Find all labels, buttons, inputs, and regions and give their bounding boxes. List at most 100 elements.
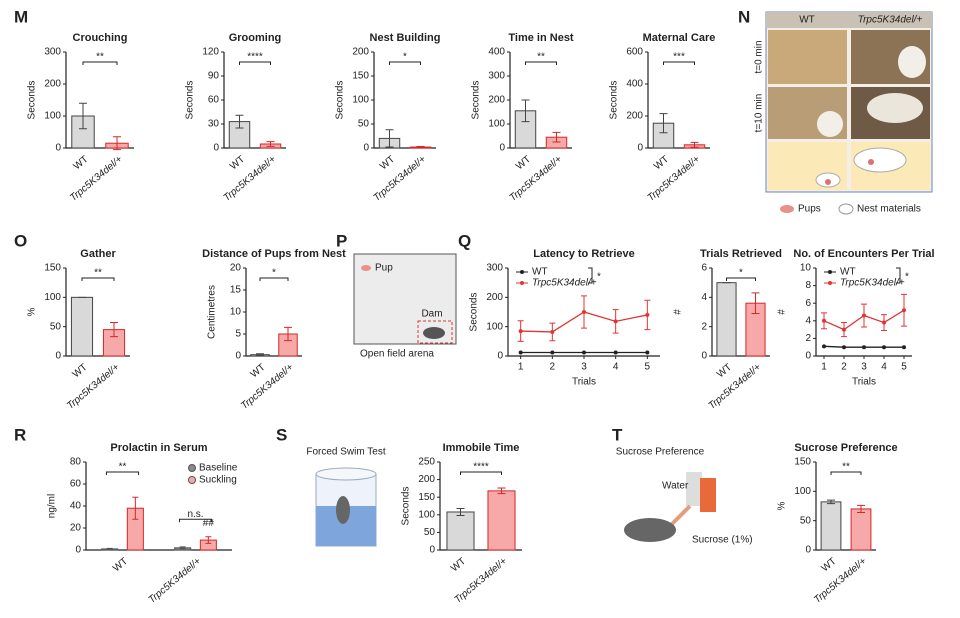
y-tick-label: 200: [418, 474, 435, 485]
significance-bracket: [460, 471, 502, 475]
chart-title: Sucrose Preference: [794, 442, 897, 454]
y-tick-label: 150: [794, 457, 811, 468]
error-bar: [179, 546, 186, 550]
y-tick-label: 100: [486, 321, 503, 332]
significance: ***: [673, 52, 685, 63]
bar: [850, 508, 872, 551]
significance-bracket: [896, 267, 901, 284]
y-tick-label: 100: [794, 486, 811, 497]
y-axis-label: %: [27, 307, 38, 316]
row-label: t=10 min: [754, 94, 765, 133]
water-text: Water: [662, 481, 689, 492]
error-bar: [110, 322, 118, 338]
cylinder-top: [315, 467, 377, 481]
point: [613, 350, 618, 355]
y-tick-label: 0: [55, 351, 61, 362]
bottle: [686, 472, 702, 506]
error-bar: [827, 499, 835, 505]
x-tick-label: WT: [249, 362, 268, 380]
x-tick-label: WT: [228, 154, 247, 172]
x-tick-label: 3: [581, 362, 587, 373]
y-axis-label: #: [777, 309, 788, 315]
y-axis-label: %: [777, 501, 788, 510]
error-bar: [284, 326, 292, 342]
y-tick-label: 300: [488, 71, 505, 82]
error-bar: [857, 504, 865, 513]
x-tick-label: WT: [449, 556, 468, 574]
y-tick-label: 120: [202, 47, 219, 58]
mouse-icon: [624, 518, 676, 542]
y-tick-label: 4: [805, 315, 811, 326]
significance-bracket: [588, 267, 593, 284]
y-tick-label: 40: [70, 501, 82, 512]
significance: *: [905, 272, 909, 283]
nest-material: [898, 46, 926, 78]
chart-title: Immobile Time: [443, 442, 520, 454]
y-tick-label: 250: [418, 457, 435, 468]
significance-bracket: [830, 471, 862, 475]
significance-bracket: [525, 61, 557, 65]
significance: **: [842, 462, 850, 473]
significance: **: [537, 52, 545, 63]
y-axis-label: ng/ml: [47, 494, 58, 518]
y-tick-label: 0: [637, 143, 643, 154]
y-axis-label: Seconds: [335, 81, 346, 120]
significance-bracket: [259, 277, 289, 281]
y-tick-label: 0: [75, 545, 81, 556]
x-tick-label: WT: [715, 362, 734, 380]
error-bar: [552, 131, 561, 143]
y-tick-label: 400: [488, 47, 505, 58]
y-tick-label: 6: [805, 298, 811, 309]
legend-swatch: [780, 205, 794, 213]
y-tick-label: 200: [626, 111, 643, 122]
y-tick-label: 80: [70, 457, 82, 468]
error-bar: [106, 547, 113, 550]
point: [645, 350, 650, 355]
y-tick-label: 400: [626, 79, 643, 90]
header-cell: [766, 12, 849, 28]
x-tick-label: 5: [901, 362, 907, 373]
panel-label: O: [14, 231, 27, 250]
panel-label: T: [612, 425, 623, 444]
point: [550, 350, 555, 355]
legend-text: WT: [532, 267, 548, 278]
y-tick-label: 150: [418, 492, 435, 503]
legend-swatch: [838, 203, 854, 215]
y-tick-label: 200: [488, 95, 505, 106]
column-header: Trpc5K34del/+: [858, 15, 923, 26]
x-tick-label: 4: [881, 362, 887, 373]
y-tick-label: 150: [44, 263, 61, 274]
spout: [670, 504, 692, 526]
y-tick-label: 60: [70, 479, 82, 490]
panel-label: S: [276, 425, 287, 444]
y-tick-label: 300: [486, 263, 503, 274]
y-tick-label: 600: [626, 47, 643, 58]
y-tick-label: 200: [486, 292, 503, 303]
bar: [716, 282, 737, 357]
y-tick-label: 0: [497, 351, 503, 362]
significance: ##: [203, 518, 215, 529]
x-tick-label: 4: [613, 362, 619, 373]
y-tick-label: 0: [805, 545, 811, 556]
chart-title: Distance of Pups from Nest: [202, 248, 346, 260]
panel-label: R: [14, 425, 26, 444]
point: [862, 345, 866, 350]
y-axis-label: Seconds: [609, 81, 620, 120]
significance-bracket: [105, 471, 140, 475]
x-tick-label: 1: [821, 362, 827, 373]
point: [645, 312, 650, 317]
x-tick-label: Trpc5K34del/+: [707, 362, 764, 412]
panel-label: Q: [458, 231, 471, 250]
bar: [820, 501, 842, 551]
significance-bracket: [239, 61, 271, 65]
y-tick-label: 50: [424, 527, 436, 538]
y-tick-label: 60: [208, 95, 220, 106]
y-axis-label: Seconds: [471, 81, 482, 120]
error-bar: [521, 99, 530, 123]
error-bar: [235, 114, 244, 129]
x-tick-label: WT: [111, 556, 130, 574]
mouse-icon: [336, 496, 350, 524]
row-label: t=0 min: [754, 40, 765, 73]
error-bar: [416, 146, 425, 149]
y-tick-label: 30: [208, 119, 220, 130]
